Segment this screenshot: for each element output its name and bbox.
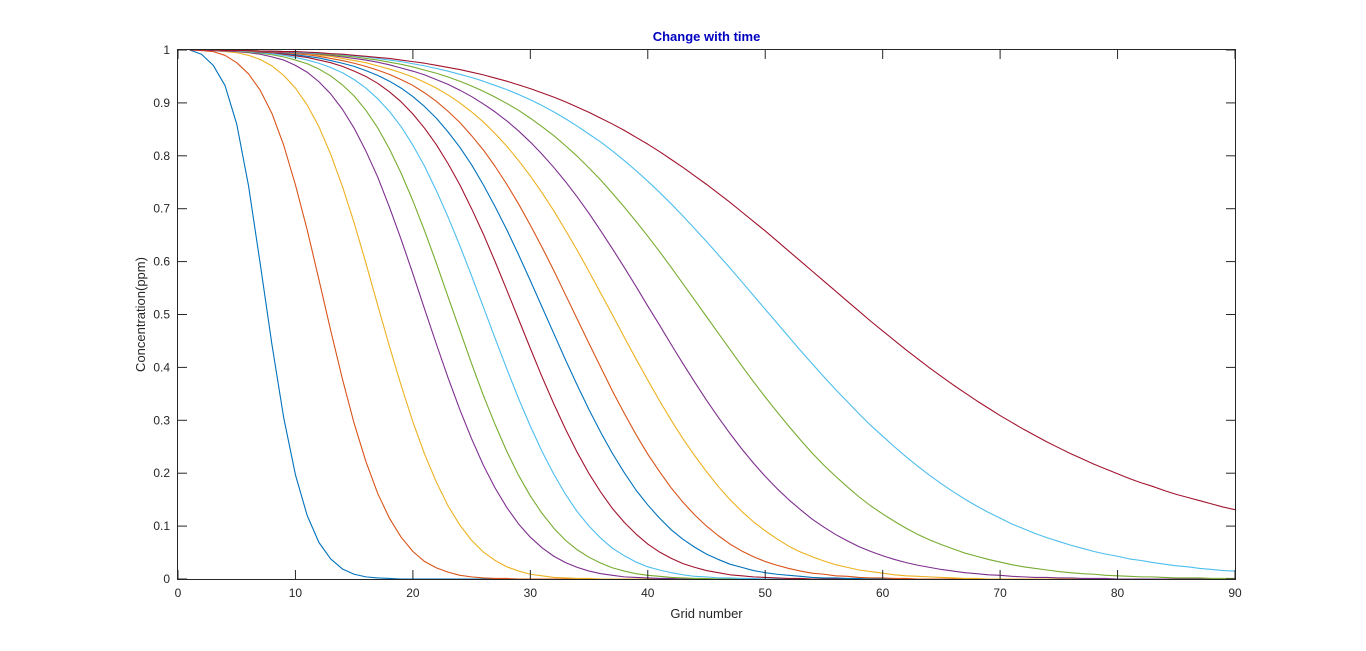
y-tick-label: 0.3 xyxy=(153,413,170,427)
chart-title: Change with time xyxy=(653,29,761,44)
x-tick-label: 40 xyxy=(641,586,655,600)
axes: 0 10 20 30 40 50 60 70 80 90 0 0.1 0.2 0.3 0.4 0.5 0.6 0.… xyxy=(153,43,1242,600)
x-tick-label: 30 xyxy=(524,586,538,600)
x-tick-label: 70 xyxy=(993,586,1007,600)
y-tick-label: 0 xyxy=(163,572,170,586)
x-tick-label: 20 xyxy=(406,586,420,600)
x-tick-label: 0 xyxy=(175,586,182,600)
y-tick-label: 0.1 xyxy=(153,519,170,533)
x-axis-label: Grid number xyxy=(670,606,743,621)
y-tick-label: 0.9 xyxy=(153,96,170,110)
x-tick-label: 80 xyxy=(1111,586,1125,600)
y-tick-label: 0.2 xyxy=(153,466,170,480)
x-tick-label: 50 xyxy=(759,586,773,600)
y-tick-label: 0.5 xyxy=(153,308,170,322)
y-tick-label: 1 xyxy=(163,43,170,57)
x-tick-label: 90 xyxy=(1228,586,1242,600)
y-tick-label: 0.8 xyxy=(153,149,170,163)
x-tick-label: 10 xyxy=(289,586,303,600)
series-line-11 xyxy=(189,49,1235,580)
series-lines xyxy=(189,49,1236,580)
series-line-12 xyxy=(189,49,1235,580)
series-line-14 xyxy=(189,49,1236,511)
y-tick-label: 0.4 xyxy=(153,360,170,374)
y-tick-label: 0.6 xyxy=(153,255,170,269)
y-axis-label: Concentration(ppm) xyxy=(133,257,148,372)
x-tick-label: 60 xyxy=(876,586,890,600)
y-tick-label: 0.7 xyxy=(153,202,170,216)
plot-box xyxy=(177,49,1236,580)
